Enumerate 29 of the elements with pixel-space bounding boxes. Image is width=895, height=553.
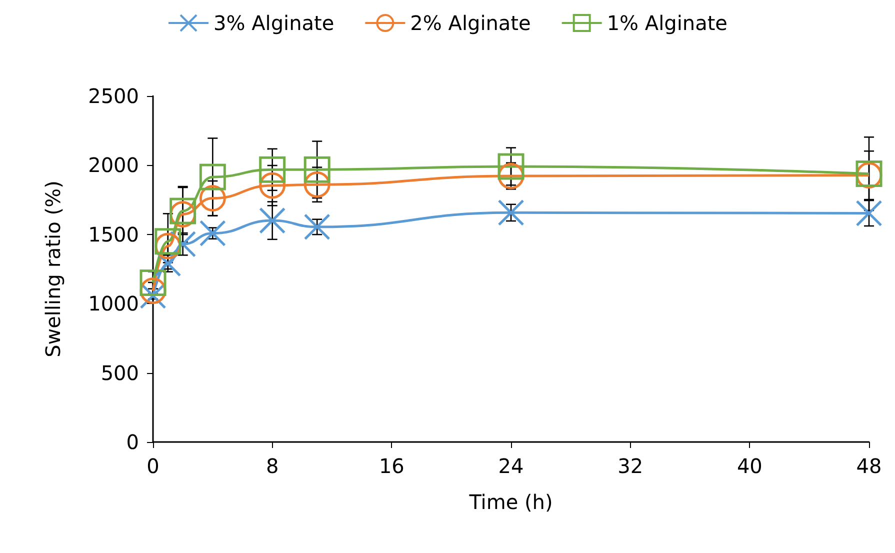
- y-axis-title: Swelling ratio (%): [41, 180, 65, 358]
- y-tick-label: 2500: [88, 84, 139, 108]
- x-tick-label: 40: [736, 454, 762, 478]
- y-tick-label: 1000: [88, 292, 139, 316]
- point: [304, 171, 330, 198]
- y-tick-label: 0: [126, 430, 139, 454]
- point: [259, 156, 286, 183]
- x-axis-title: Time (h): [468, 490, 553, 514]
- point: [259, 207, 286, 234]
- point: [259, 172, 286, 199]
- point: [498, 199, 524, 226]
- x-tick-label: 8: [266, 454, 279, 478]
- legend-label: 3% Alginate: [214, 11, 334, 35]
- x-tick-label: 48: [856, 454, 882, 478]
- legend-label: 2% Alginate: [410, 11, 531, 35]
- x-tick-label: 32: [618, 454, 644, 478]
- point: [304, 214, 330, 240]
- point: [304, 156, 330, 183]
- y-tick-label: 500: [100, 360, 139, 385]
- point: [140, 269, 166, 296]
- point: [199, 164, 226, 190]
- point: [498, 153, 524, 180]
- y-tick-label: 2000: [88, 153, 139, 178]
- x-tick-label: 0: [146, 454, 160, 478]
- legend-label: 1% Alginate: [606, 11, 728, 35]
- x-tick-label: 16: [378, 454, 404, 478]
- x-tick-label: 24: [498, 454, 524, 478]
- y-tick-label: 1500: [88, 222, 139, 246]
- point: [199, 220, 226, 247]
